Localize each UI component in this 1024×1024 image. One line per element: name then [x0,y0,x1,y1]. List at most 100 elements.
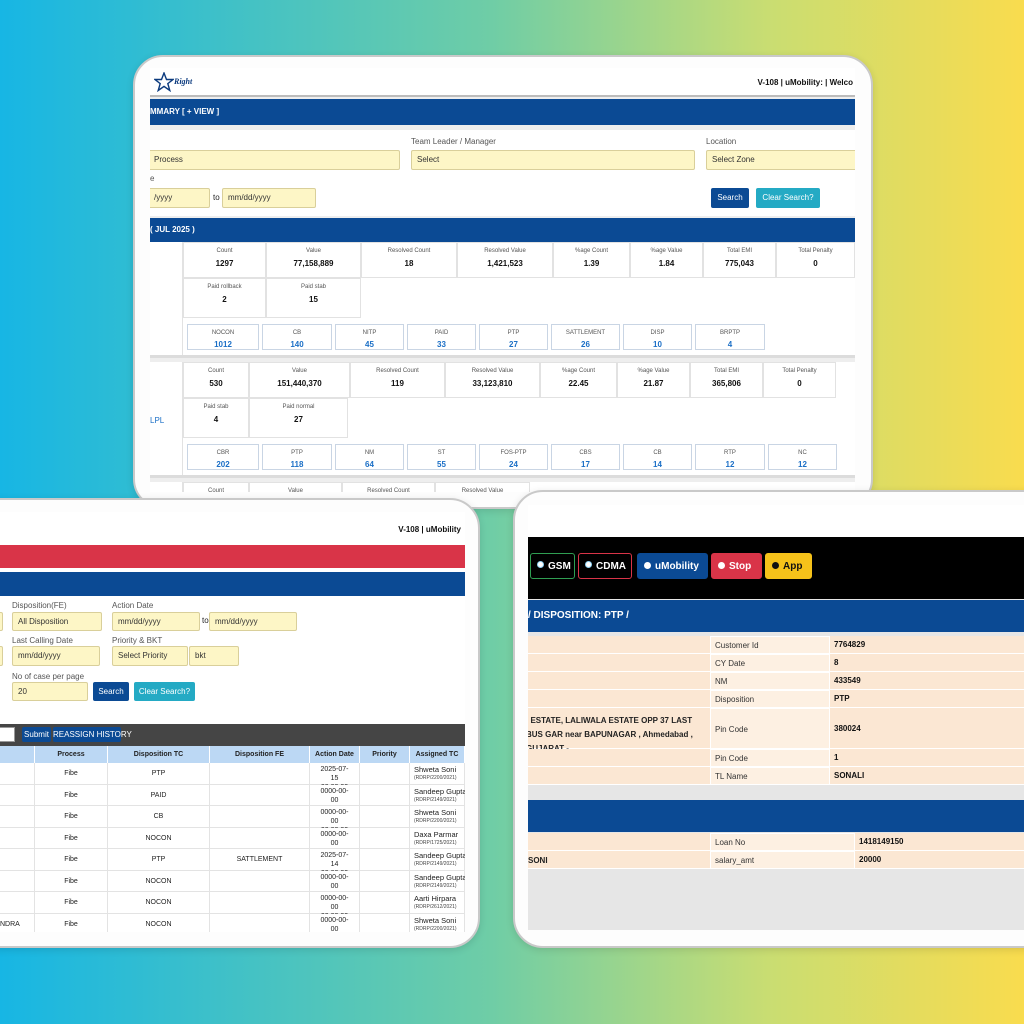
date-input[interactable]: mm/dd/yyyy [112,612,200,631]
priority-select[interactable]: Select Priority [112,646,188,666]
clear-button[interactable]: Clear Search? [756,188,820,208]
header-cell: Priority [360,746,410,763]
assigned-id: (RDRP/2612/2021) [414,904,457,910]
zone-select[interactable]: Select Zone [706,150,855,170]
filter-label: Team Leader / Manager [411,137,496,146]
table-cell: 2025-07-15 00:00:00 [310,763,360,791]
stat-cell: %age Value 1.84 [630,242,703,278]
per-page-input[interactable]: 20 [12,682,88,701]
filter-label: No of case per page [12,672,85,681]
disposition-fe: SATTLEMENT [236,856,283,863]
disposition-value: 12 [725,460,735,469]
assigned-id: (RDRP/2200/2021) [414,925,457,932]
summary-group: Count 1297 Value 77,158,889 Resolved Count 18… [150,242,855,358]
action-button[interactable]: uMobility [637,553,708,579]
reassign-button[interactable]: REASSIGN HISTORY [53,727,132,742]
disposition-value: 14 [653,460,662,469]
stat-label: %age Count [574,248,609,254]
disposition-box: ST 55 [407,444,476,470]
stat-cell: Value 77,158,889 [266,242,361,278]
submit-button[interactable]: Submit [22,727,51,742]
process-select[interactable]: Process [150,150,400,170]
action-button[interactable]: App [765,553,812,579]
summary-group: Count Value Resolved Count Resolved Value6,… [150,482,855,492]
search-button[interactable]: Search [93,682,129,701]
button-label: Stop [729,561,752,572]
search-button[interactable]: Search [711,188,749,208]
stat-cell: Resolved Count 119 [350,362,445,398]
clear-button[interactable]: Clear Search? [134,682,195,701]
table-cell: Fibe [35,892,108,913]
stat-value: 4 [213,415,219,424]
disposition-box: FOS-PTP 24 [479,444,548,470]
left-cell [528,654,710,672]
disposition-label: DISP [650,330,665,336]
stat-label: Paid rollback [207,284,242,290]
assigned-id: (RDRP/1725/2021) [414,839,457,846]
stat-cell: Total Penalty 0 [776,242,855,278]
stat-label: Total Penalty [782,368,817,374]
assigned-name: Daxa Parmar [414,829,459,839]
alert-bar [0,545,465,568]
bkt-input[interactable]: bkt [189,646,239,666]
table-cell: Sandeep Gupta (RDRP/2149/2021) [410,784,465,806]
stat-label: Resolved Count [376,368,419,374]
action-button[interactable]: GSM [530,553,575,579]
date-input[interactable]: mm/dd/yyyy [222,188,316,208]
table-cell: NOCON [108,827,210,849]
stat-value: 15 [309,295,318,304]
date-input[interactable]: mm/dd/yyyy [12,646,100,666]
table-cell [0,784,35,806]
disposition-label: ST [437,450,446,456]
action-button[interactable]: CDMA [578,553,632,579]
disposition-value: 33 [437,340,446,349]
stat-value: 1.39 [583,259,600,268]
truncated-input[interactable] [0,646,3,666]
field-value: PTP [830,690,1024,708]
disposition-box: NITP 45 [335,324,404,350]
date-input[interactable]: mm/dd/yyyy [209,612,297,631]
team-select[interactable]: Select [411,150,695,170]
stat-label: Resolved Value [471,368,514,374]
stat-cell: Total EMI 365,806 [690,362,763,398]
process: Fibe [64,791,78,799]
stat-label: Resolved Count [387,248,431,254]
field-label: Pin Code [710,708,830,749]
stat-value: 775,043 [725,259,754,268]
assigned-name: Aarti Hirpara [414,894,457,903]
table-cell [360,849,410,870]
disposition-select[interactable]: All Disposition [12,612,102,631]
stat-label: Count [216,248,233,254]
cases-screen: V-108 | uMobility Disposition(FE) Action D… [0,512,465,932]
table-cell [360,827,410,849]
disposition-box: PTP 118 [262,444,332,470]
table-cell [210,892,310,913]
bulk-select[interactable] [0,727,15,742]
table-cell: PTP [108,849,210,870]
disposition-value: 1012 [214,340,232,349]
stat-value: 1.84 [658,259,675,268]
stat-label: Paid stab [203,404,229,410]
table-cell: Daxa Parmar (RDRP/1725/2021) [410,827,465,849]
disposition-box: DISP 10 [623,324,692,350]
date-input[interactable]: /yyyy [150,188,210,208]
assigned-name: Shweta Soni [414,765,457,774]
disposition-label: BRPTP [719,330,740,336]
disposition-label: CB [292,330,302,336]
table-cell [0,763,35,784]
action-button[interactable]: Stop [711,553,762,579]
stat-value: 119 [391,379,404,388]
table-cell [0,892,35,913]
table-cell [360,784,410,806]
loan-name: SONI [528,856,548,865]
date-separator: to [202,616,209,625]
stat-cell: Count 530 [183,362,249,398]
stat-value: 21.87 [643,379,664,388]
truncated-input[interactable] [0,612,3,631]
table-row: Fibe NOCON 0000-00-00 00:00:00 Sandeep Gupt… [0,870,465,899]
header-cell: Action Date [310,746,360,763]
stat-value: 77,158,889 [293,259,334,268]
table-cell: CB [108,806,210,827]
table-cell: Sandeep Gupta (RDRP/2149/2021) [410,849,465,870]
disposition-tc: CB [153,813,164,820]
